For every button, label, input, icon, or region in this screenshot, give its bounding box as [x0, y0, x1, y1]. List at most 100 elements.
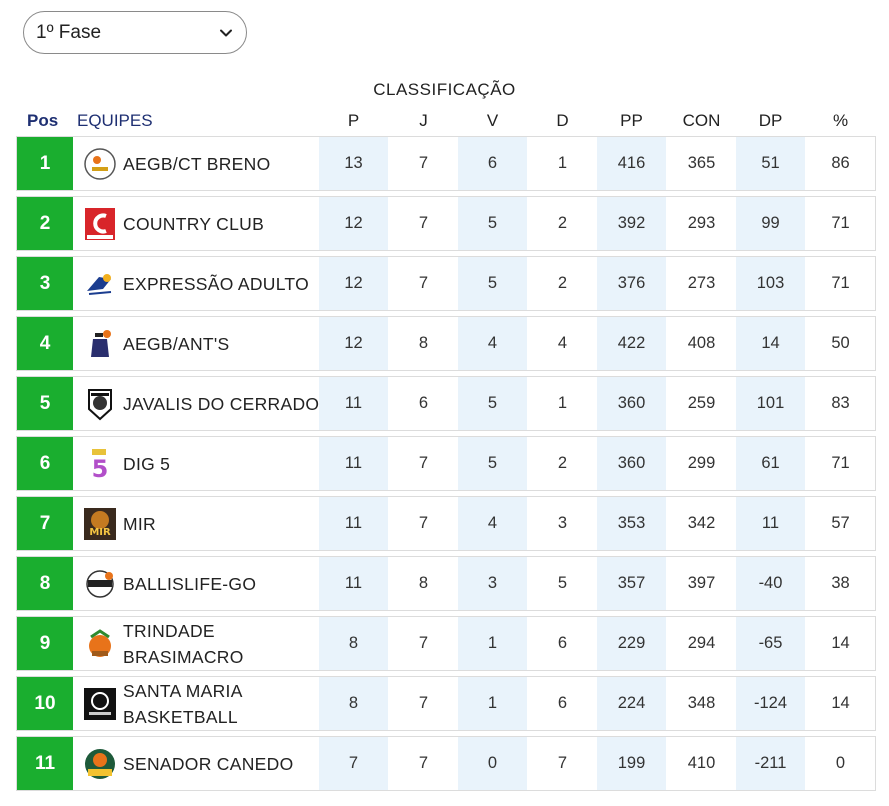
stat-dp: -124 — [736, 677, 805, 730]
stat-p: 12 — [319, 317, 388, 370]
stat-j: 7 — [418, 454, 429, 472]
team-name[interactable]: COUNTRY CLUB — [123, 213, 265, 234]
stat-d: 1 — [557, 394, 568, 412]
stat-con: 273 — [687, 274, 716, 292]
position-badge: 4 — [17, 317, 73, 370]
stat-j: 8 — [418, 334, 429, 352]
position-badge: 11 — [17, 737, 73, 790]
table-row[interactable]: 6 5 DIG 5 11 7 5 2 360 299 61 71 — [16, 436, 876, 491]
table-row[interactable]: 5 JAVALIS DO CERRADO 11 6 5 1 360 259 101 83 — [16, 376, 876, 431]
stat-p: 8 — [319, 677, 388, 730]
table-row[interactable]: 8 BALLISLIFE-GO 11 8 3 5 357 397 -40 38 — [16, 556, 876, 611]
stat-dp: 103 — [736, 257, 805, 310]
phase-select-value: 1º Fase — [36, 21, 102, 43]
stat-pct: 0 — [835, 754, 846, 772]
stat-p: 12 — [319, 257, 388, 310]
stat-pp: 422 — [597, 317, 666, 370]
stat-dp: 99 — [736, 197, 805, 250]
team-name[interactable]: TRINDADE BRASIMACRO — [123, 620, 244, 667]
table-row[interactable]: 1 AEGB/CT BRENO 13 7 6 1 416 365 51 86 — [16, 136, 876, 191]
stat-j: 7 — [418, 634, 429, 652]
team-name[interactable]: MIR — [123, 513, 156, 534]
stat-con: 294 — [687, 634, 716, 652]
stat-dp: -65 — [736, 617, 805, 670]
stat-pct: 50 — [831, 334, 850, 352]
mir-logo: MIR — [83, 507, 117, 541]
stat-d: 2 — [557, 214, 568, 232]
stat-d: 6 — [557, 634, 568, 652]
team-name[interactable]: BALLISLIFE-GO — [123, 573, 257, 594]
position-badge: 5 — [17, 377, 73, 430]
stat-d: 4 — [557, 334, 568, 352]
header-pp: PP — [620, 111, 643, 130]
svg-text:MIR: MIR — [89, 527, 111, 538]
stat-dp: 11 — [736, 497, 805, 550]
stat-con: 293 — [687, 214, 716, 232]
stat-con: 299 — [687, 454, 716, 472]
stat-d: 6 — [557, 694, 568, 712]
stat-v: 1 — [458, 617, 527, 670]
team-name[interactable]: AEGB/CT BRENO — [123, 153, 271, 174]
team-name[interactable]: JAVALIS DO CERRADO — [123, 393, 320, 414]
table-row[interactable]: 4 AEGB/ANT'S 12 8 4 4 422 408 14 50 — [16, 316, 876, 371]
position-badge: 10 — [17, 677, 73, 730]
header-v: V — [486, 111, 499, 130]
stat-pct: 71 — [831, 274, 850, 292]
stat-d: 2 — [557, 274, 568, 292]
stat-dp: 14 — [736, 317, 805, 370]
header-d: D — [556, 111, 569, 130]
stat-p: 11 — [319, 557, 388, 610]
position-badge: 9 — [17, 617, 73, 670]
header-con: CON — [682, 111, 721, 130]
ballislife-go-logo — [83, 567, 117, 601]
stat-d: 2 — [557, 454, 568, 472]
stat-v: 0 — [458, 737, 527, 790]
stat-dp: 61 — [736, 437, 805, 490]
position-badge: 1 — [17, 137, 73, 190]
stat-pp: 224 — [597, 677, 666, 730]
stat-d: 3 — [557, 514, 568, 532]
stat-con: 342 — [687, 514, 716, 532]
stat-pct: 14 — [831, 694, 850, 712]
stat-v: 6 — [458, 137, 527, 190]
table-row[interactable]: 3 EXPRESSÃO ADULTO 12 7 5 2 376 273 103 71 — [16, 256, 876, 311]
stat-j: 7 — [418, 214, 429, 232]
stat-pp: 199 — [597, 737, 666, 790]
table-row[interactable]: 9 TRINDADE BRASIMACRO 8 7 1 6 229 294 -65 14 — [16, 616, 876, 671]
country-club-logo — [83, 207, 117, 241]
stat-p: 11 — [319, 377, 388, 430]
santa-maria-basketball-logo — [83, 687, 117, 721]
stat-p: 8 — [319, 617, 388, 670]
table-row[interactable]: 11 SENADOR CANEDO 7 7 0 7 199 410 -211 0 — [16, 736, 876, 791]
position-badge: 8 — [17, 557, 73, 610]
stat-pp: 353 — [597, 497, 666, 550]
stat-j: 6 — [418, 394, 429, 412]
stat-j: 7 — [418, 514, 429, 532]
trindade-brasimacro-logo — [83, 627, 117, 661]
position-badge: 6 — [17, 437, 73, 490]
phase-select[interactable]: 1º Fase — [23, 11, 247, 54]
aegb-ct-breno-logo — [83, 147, 117, 181]
stat-d: 1 — [557, 154, 568, 172]
team-name[interactable]: DIG 5 — [123, 453, 171, 474]
table-caption: CLASSIFICAÇÃO — [373, 80, 516, 99]
team-name[interactable]: SANTA MARIA BASKETBALL — [123, 680, 242, 727]
table-row[interactable]: 7 MIR MIR 11 7 4 3 353 342 11 57 — [16, 496, 876, 551]
header-pct: % — [832, 111, 849, 130]
team-name[interactable]: SENADOR CANEDO — [123, 753, 294, 774]
team-name[interactable]: AEGB/ANT'S — [123, 333, 230, 354]
table-row[interactable]: 10 SANTA MARIA BASKETBALL 8 7 1 6 224 348 -124 14 — [16, 676, 876, 731]
header-p: P — [347, 111, 360, 130]
stat-j: 7 — [418, 694, 429, 712]
senador-canedo-logo — [83, 747, 117, 781]
stat-pct: 71 — [831, 454, 850, 472]
stat-p: 11 — [319, 437, 388, 490]
stat-j: 7 — [418, 754, 429, 772]
stat-pct: 57 — [831, 514, 850, 532]
stat-pct: 38 — [831, 574, 850, 592]
stat-j: 7 — [418, 274, 429, 292]
table-row[interactable]: 2 COUNTRY CLUB 12 7 5 2 392 293 99 71 — [16, 196, 876, 251]
stat-pct: 83 — [831, 394, 850, 412]
team-name[interactable]: EXPRESSÃO ADULTO — [123, 273, 310, 294]
stat-p: 7 — [319, 737, 388, 790]
